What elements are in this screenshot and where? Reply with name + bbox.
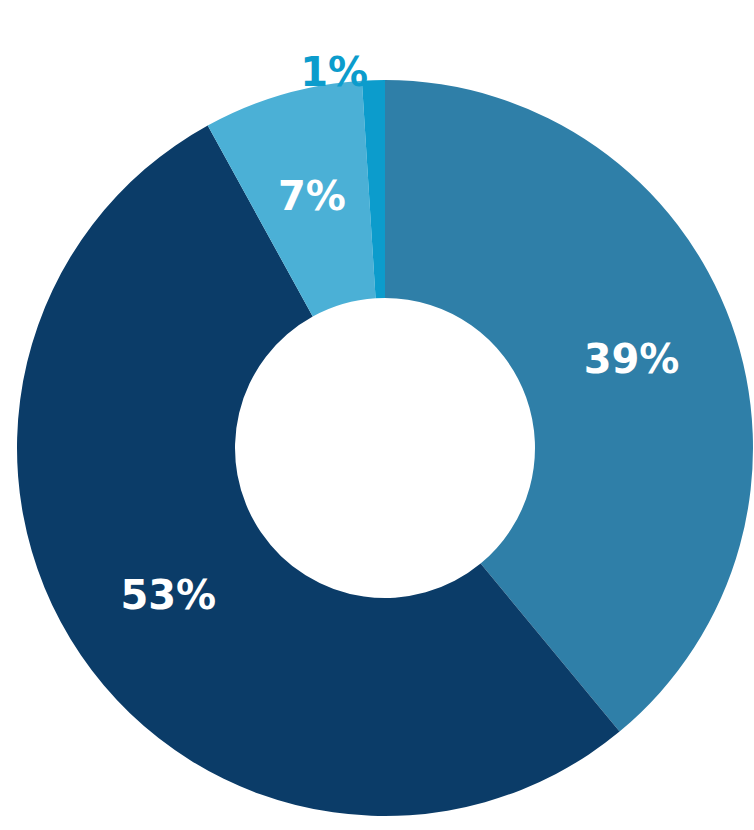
svg-text:53%: 53%	[120, 572, 216, 618]
svg-text:7%: 7%	[278, 173, 346, 219]
svg-text:1%: 1%	[300, 49, 368, 95]
svg-text:39%: 39%	[584, 336, 680, 382]
